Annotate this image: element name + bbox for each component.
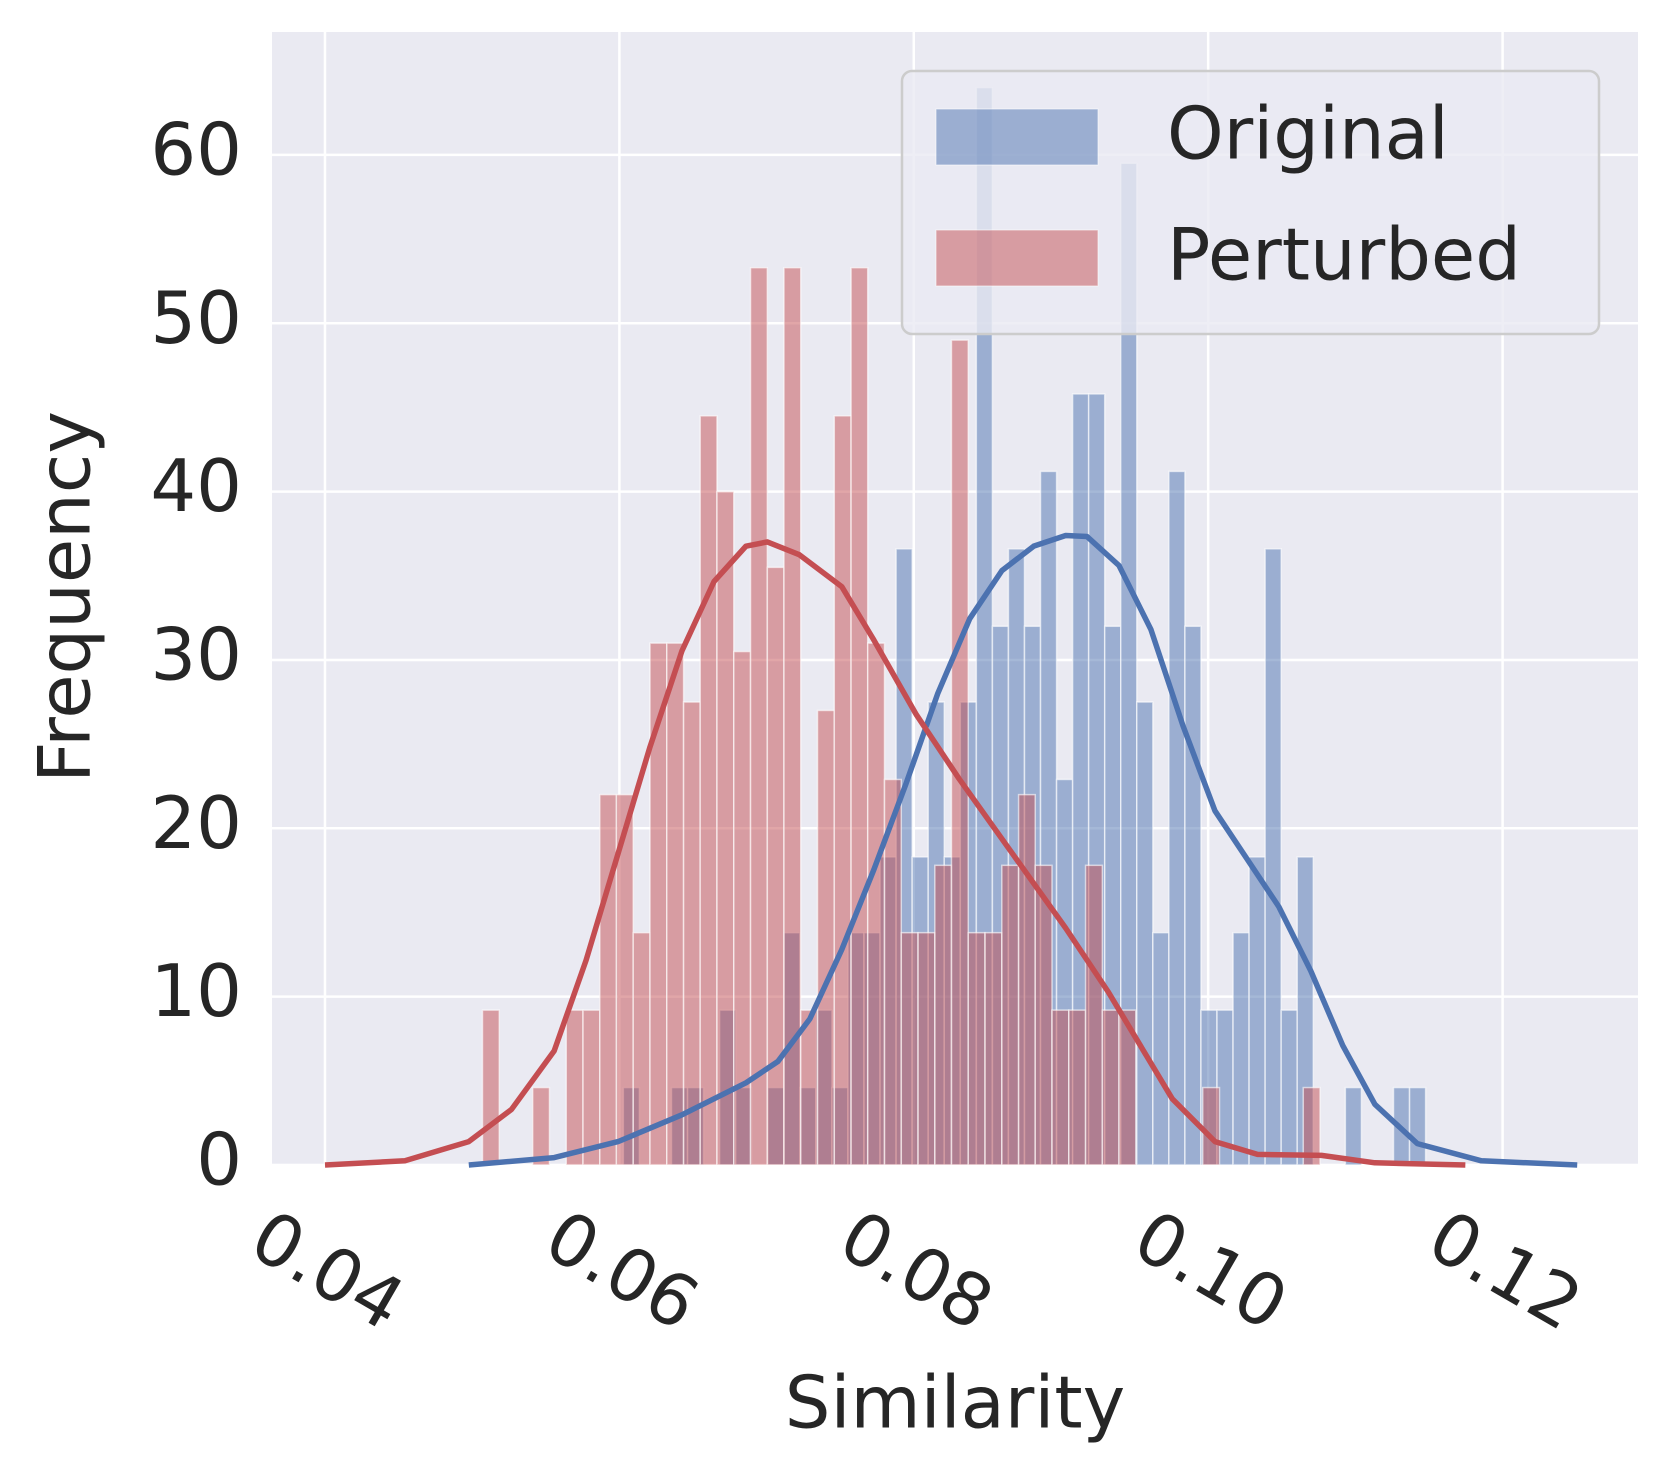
histogram-bar bbox=[682, 701, 701, 1166]
histogram-bar bbox=[783, 266, 802, 1166]
y-tick-label: 30 bbox=[150, 612, 242, 696]
legend-label: Perturbed bbox=[1167, 213, 1521, 297]
y-tick-label: 0 bbox=[196, 1118, 242, 1202]
y-tick-label: 40 bbox=[150, 444, 242, 528]
y-axis-label: Frequency bbox=[23, 411, 107, 783]
histogram-bar bbox=[917, 931, 936, 1166]
histogram-bar bbox=[1001, 864, 1020, 1166]
x-tick-label: 0.10 bbox=[1120, 1194, 1301, 1347]
y-tick-label: 60 bbox=[150, 107, 242, 191]
histogram-bar bbox=[866, 642, 886, 1166]
histogram-bar bbox=[950, 339, 969, 1166]
histogram-bar bbox=[833, 415, 852, 1166]
x-tick-label: 0.06 bbox=[532, 1194, 713, 1347]
histogram-bar bbox=[1118, 1009, 1137, 1166]
histogram-bar bbox=[599, 793, 618, 1166]
legend-swatch bbox=[935, 108, 1099, 166]
y-tick-label: 50 bbox=[150, 276, 242, 360]
histogram-bar bbox=[1184, 625, 1202, 1166]
histogram-bar bbox=[1017, 793, 1036, 1166]
x-axis-label: Similarity bbox=[785, 1361, 1125, 1445]
histogram-bar bbox=[1068, 1009, 1087, 1166]
histogram-bar bbox=[799, 1009, 819, 1166]
histogram-bar bbox=[666, 642, 685, 1166]
histogram-bar bbox=[1344, 1086, 1363, 1166]
histogram-bar bbox=[1084, 864, 1104, 1166]
x-tick-label: 0.04 bbox=[237, 1194, 418, 1347]
histogram-bar bbox=[1051, 1009, 1070, 1166]
legend-swatch bbox=[935, 229, 1099, 287]
histogram-bar bbox=[699, 415, 718, 1166]
histogram-bar bbox=[1264, 548, 1282, 1166]
histogram-bar bbox=[582, 1009, 601, 1166]
histogram-bar bbox=[716, 490, 735, 1166]
histogram-bar bbox=[749, 266, 769, 1166]
histogram-bar bbox=[1280, 1009, 1298, 1166]
histogram-bar bbox=[1232, 931, 1250, 1166]
histogram-bar bbox=[565, 1009, 584, 1166]
histogram-bar bbox=[1034, 864, 1053, 1166]
histogram-bar bbox=[1201, 1086, 1221, 1166]
legend-label: Original bbox=[1167, 92, 1449, 176]
histogram-bar bbox=[816, 709, 836, 1166]
histogram-bar bbox=[900, 931, 919, 1166]
legend: Original Perturbed bbox=[900, 69, 1601, 336]
kde-line bbox=[468, 532, 1578, 1168]
histogram-bar bbox=[1136, 701, 1154, 1166]
histogram-bar bbox=[850, 266, 869, 1166]
histogram-bar bbox=[967, 931, 986, 1166]
histogram-bar bbox=[984, 931, 1003, 1166]
histogram-bar bbox=[1152, 931, 1170, 1166]
histogram-bar bbox=[1248, 856, 1266, 1166]
histogram-bar bbox=[1168, 470, 1186, 1166]
histogram-bar bbox=[934, 864, 953, 1166]
x-tick-label: 0.08 bbox=[826, 1194, 1007, 1347]
histogram-bar bbox=[766, 566, 785, 1166]
histogram-bar bbox=[1101, 1009, 1120, 1166]
y-tick-label: 10 bbox=[150, 949, 242, 1033]
y-tick-label: 20 bbox=[150, 781, 242, 865]
x-tick-label: 0.12 bbox=[1415, 1194, 1596, 1347]
histogram-bar bbox=[481, 1009, 501, 1166]
histogram-bar bbox=[1302, 1086, 1321, 1166]
histogram-bar bbox=[531, 1086, 551, 1166]
histogram-bar bbox=[1408, 1086, 1427, 1166]
kde-line bbox=[324, 539, 1466, 1168]
